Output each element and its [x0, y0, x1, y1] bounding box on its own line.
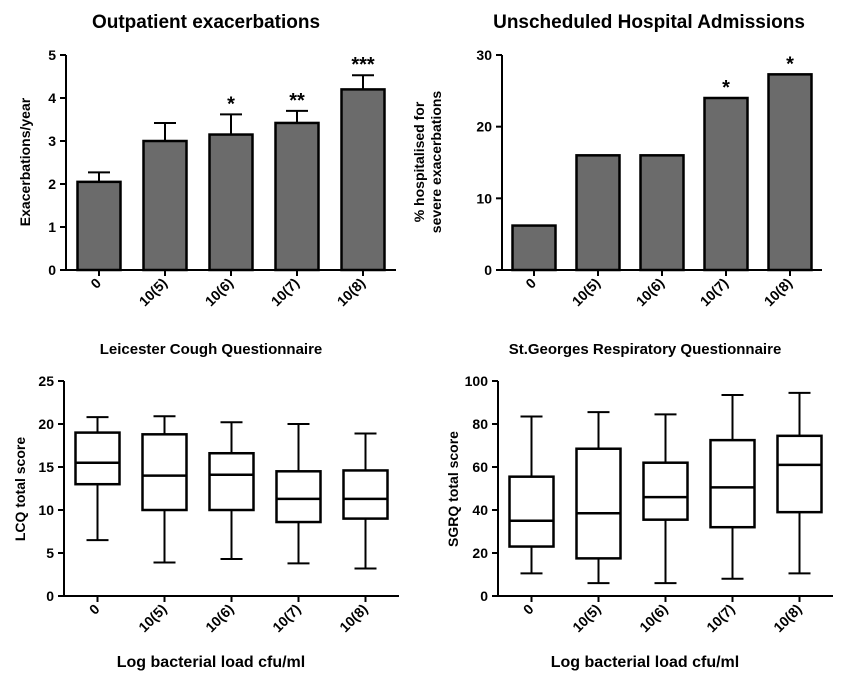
- significance-marker: ***: [351, 54, 375, 76]
- x-tick-label: 10(5): [569, 601, 603, 635]
- x-tick-label: 10(6): [636, 601, 670, 635]
- y-axis-label-line-1: % hospitalised for: [411, 101, 427, 222]
- chart-title: Leicester Cough Questionnaire: [100, 341, 323, 358]
- bar: [340, 88, 386, 272]
- y-tick-label: 20: [476, 119, 492, 135]
- bar: [639, 154, 685, 272]
- chart-title: St.Georges Respiratory Questionnaire: [509, 341, 782, 358]
- x-axis-label: Log bacterial load cfu/ml: [117, 654, 305, 671]
- chart-title: Unscheduled Hospital Admissions: [493, 12, 805, 33]
- y-tick-label: 40: [472, 502, 488, 518]
- y-tick-label: 100: [465, 373, 489, 389]
- x-axis-label: Log bacterial load cfu/ml: [551, 654, 739, 671]
- box: [208, 451, 255, 512]
- bar: [274, 121, 320, 272]
- x-tick-label: 10(6): [202, 601, 236, 635]
- bar: [511, 224, 557, 272]
- chart-title: Outpatient exacerbations: [92, 12, 320, 33]
- y-tick-label: 80: [472, 416, 488, 432]
- x-tick-label: 10(7): [269, 601, 303, 635]
- x-tick-label: 10(7): [268, 275, 302, 309]
- bar: [208, 133, 254, 272]
- significance-marker: *: [786, 53, 794, 75]
- bar: [767, 73, 813, 272]
- significance-marker: *: [722, 77, 730, 99]
- box: [776, 434, 823, 514]
- panel-st-georges-respiratory-questionnaire: St.Georges Respiratory Questionnaire SGR…: [445, 341, 833, 671]
- plot-area: 0 10 20 30 0 10(5) 10(6) 10(7) 10(8) * *: [476, 47, 822, 309]
- y-tick-label: 5: [48, 47, 56, 63]
- x-tick-label: 10(7): [697, 275, 731, 309]
- box: [74, 431, 121, 486]
- box: [709, 438, 756, 529]
- box: [342, 469, 389, 520]
- y-axis-label-line-2: severe exacerbations: [428, 91, 444, 234]
- box: [575, 447, 622, 560]
- y-axis-label: SGRQ total score: [445, 431, 461, 547]
- significance-marker: *: [227, 93, 235, 115]
- x-tick-label: 0: [520, 601, 537, 618]
- bar: [76, 180, 122, 272]
- y-tick-label: 30: [476, 47, 492, 63]
- x-tick-label: 10(7): [703, 601, 737, 635]
- y-tick-label: 0: [484, 262, 492, 278]
- y-tick-label: 3: [48, 133, 56, 149]
- x-tick-label: 10(8): [761, 275, 795, 309]
- x-tick-label: 0: [86, 601, 103, 618]
- x-tick-label: 10(6): [202, 275, 236, 309]
- x-tick-label: 10(6): [633, 275, 667, 309]
- y-tick-label: 0: [46, 588, 54, 604]
- x-tick-label: 10(5): [136, 275, 170, 309]
- y-axis-label: LCQ total score: [12, 437, 28, 541]
- x-tick-label: 10(8): [770, 601, 804, 635]
- y-tick-label: 4: [48, 90, 56, 106]
- bar: [703, 96, 749, 272]
- y-tick-label: 15: [38, 459, 54, 475]
- y-tick-label: 5: [46, 545, 54, 561]
- box: [642, 461, 689, 521]
- y-tick-label: 2: [48, 176, 56, 192]
- y-tick-label: 60: [472, 459, 488, 475]
- y-tick-label: 1: [48, 219, 56, 235]
- bar: [142, 139, 188, 272]
- plot-area: 0 5 10 15 20 25 0 10(5) 10(6) 10(7) 10(8): [38, 373, 399, 635]
- y-axis-label: Exacerbations/year: [17, 97, 33, 226]
- x-tick-label: 10(5): [135, 601, 169, 635]
- y-tick-label: 0: [480, 588, 488, 604]
- x-tick-label: 0: [522, 275, 539, 292]
- box: [508, 475, 555, 548]
- box: [141, 433, 188, 512]
- panel-unscheduled-hospital-admissions: Unscheduled Hospital Admissions % hospit…: [411, 12, 822, 309]
- y-tick-label: 10: [38, 502, 54, 518]
- plot-area: 0 20 40 60 80 100 0 10(5) 10(6) 10(7) 10(8): [465, 373, 833, 635]
- significance-marker: **: [289, 90, 305, 112]
- panel-outpatient-exacerbations: Outpatient exacerbations Exacerbations/y…: [17, 12, 396, 309]
- x-tick-label: 10(8): [336, 601, 370, 635]
- x-tick-label: 0: [87, 275, 104, 292]
- y-tick-label: 10: [476, 190, 492, 206]
- y-tick-label: 25: [38, 373, 54, 389]
- y-tick-label: 20: [472, 545, 488, 561]
- x-tick-label: 10(8): [334, 275, 368, 309]
- bar: [575, 154, 621, 272]
- panel-leicester-cough-questionnaire: Leicester Cough Questionnaire LCQ total …: [12, 341, 399, 671]
- box: [275, 470, 322, 524]
- x-tick-label: 10(5): [569, 275, 603, 309]
- y-tick-label: 0: [48, 262, 56, 278]
- y-tick-label: 20: [38, 416, 54, 432]
